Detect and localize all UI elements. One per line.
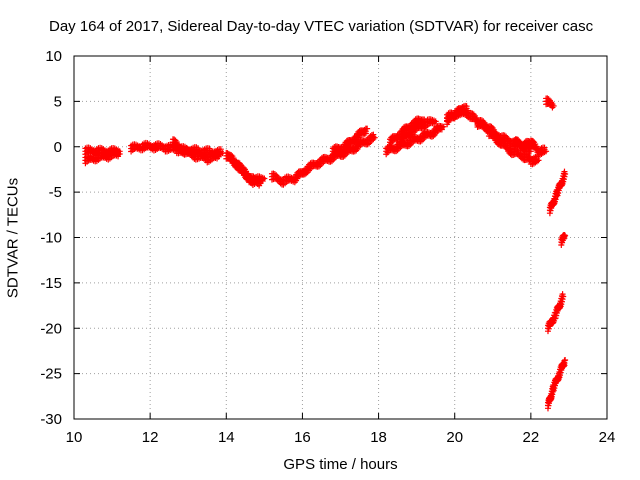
data-point — [371, 134, 378, 141]
data-point — [562, 232, 569, 239]
y-tick-label: -20 — [40, 320, 62, 337]
series-arc-u — [544, 357, 569, 412]
axis-ticks: 10 12 14 16 18 20 22 24 10 5 0 -5 -10 -15 -20 -25 -30 — [40, 48, 615, 446]
x-tick-label: 10 — [66, 429, 83, 446]
y-tick-label: -5 — [49, 184, 62, 201]
series-arc-d — [169, 136, 222, 166]
x-axis-title: GPS time / hours — [283, 456, 398, 473]
data-point — [541, 144, 548, 151]
data-point — [560, 293, 567, 300]
y-tick-label: 5 — [54, 93, 62, 110]
y-tick-label: 0 — [54, 139, 62, 156]
data-point — [217, 146, 224, 153]
grid-lines — [74, 56, 607, 419]
data-point — [116, 151, 123, 158]
series-arc-s — [558, 231, 569, 248]
x-tick-label: 16 — [294, 429, 311, 446]
series-arc-r — [546, 168, 569, 217]
series-arc-b — [82, 148, 123, 167]
x-tick-label: 18 — [370, 429, 387, 446]
series-arc-k — [398, 116, 439, 146]
series-arc-f — [227, 151, 268, 189]
series-arc-t — [544, 291, 567, 335]
y-tick-label: 10 — [45, 48, 62, 65]
x-tick-label: 22 — [523, 429, 540, 446]
data-point — [543, 148, 550, 155]
series-arc-g — [268, 131, 378, 188]
y-tick-label: -30 — [40, 411, 62, 428]
data-point — [499, 137, 506, 144]
data-point — [364, 125, 371, 132]
data-point — [432, 118, 439, 125]
data-point — [562, 357, 569, 364]
series-arc-o — [485, 127, 542, 168]
x-tick-label: 12 — [142, 429, 159, 446]
data-points — [82, 95, 569, 412]
series-arc-p — [512, 136, 550, 159]
x-tick-label: 14 — [218, 429, 235, 446]
data-point — [463, 103, 470, 110]
data-point — [535, 157, 542, 164]
data-point — [215, 153, 222, 160]
data-point — [440, 123, 447, 130]
series-arc-q — [543, 95, 557, 111]
data-point — [527, 148, 534, 155]
y-tick-label: -10 — [40, 230, 62, 247]
plot-frame — [73, 55, 608, 420]
data-point — [370, 131, 377, 138]
series-arc-i — [383, 122, 447, 158]
x-tick-label: 24 — [599, 429, 616, 446]
series-arc-h — [329, 125, 371, 158]
data-point — [550, 102, 557, 109]
y-tick-label: -15 — [40, 275, 62, 292]
data-point — [261, 175, 268, 182]
x-tick-label: 20 — [446, 429, 463, 446]
data-point — [562, 170, 569, 177]
chart-title: Day 164 of 2017, Sidereal Day-to-day VTE… — [49, 18, 594, 35]
y-tick-label: -25 — [40, 366, 62, 383]
data-point — [561, 231, 568, 238]
